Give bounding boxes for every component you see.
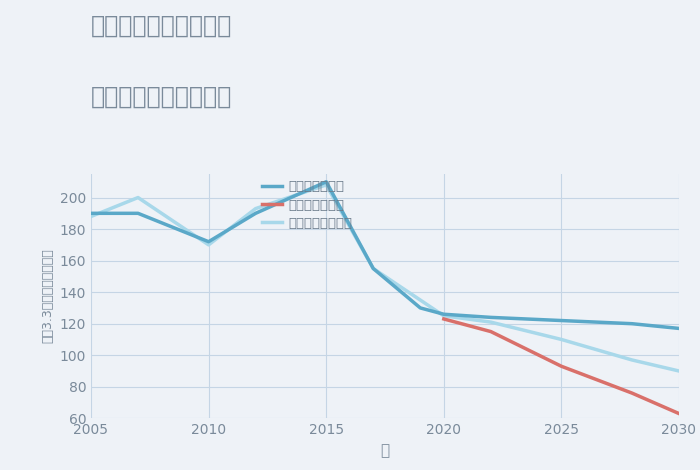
グッドシナリオ: [204, 239, 213, 244]
Line: ノーマルシナリオ: ノーマルシナリオ: [91, 185, 679, 371]
ノーマルシナリオ: [416, 297, 424, 303]
ノーマルシナリオ: [486, 319, 495, 325]
グッドシナリオ: [440, 312, 448, 317]
ノーマルシナリオ: [87, 214, 95, 219]
バッドシナリオ: [675, 411, 683, 416]
Text: 中古戸建ての価格推移: 中古戸建ての価格推移: [91, 85, 232, 109]
グッドシナリオ: [675, 326, 683, 331]
バッドシナリオ: [628, 390, 636, 396]
ノーマルシナリオ: [440, 313, 448, 319]
バッドシナリオ: [440, 316, 448, 322]
グッドシナリオ: [251, 211, 260, 216]
バッドシナリオ: [557, 363, 566, 369]
グッドシナリオ: [87, 211, 95, 216]
ノーマルシナリオ: [251, 206, 260, 212]
バッドシナリオ: [486, 329, 495, 334]
グッドシナリオ: [134, 211, 142, 216]
X-axis label: 年: 年: [380, 443, 390, 458]
ノーマルシナリオ: [204, 242, 213, 248]
グッドシナリオ: [628, 321, 636, 327]
ノーマルシナリオ: [557, 337, 566, 342]
Line: バッドシナリオ: バッドシナリオ: [444, 319, 679, 414]
ノーマルシナリオ: [675, 368, 683, 374]
ノーマルシナリオ: [134, 195, 142, 200]
グッドシナリオ: [322, 179, 330, 185]
ノーマルシナリオ: [628, 357, 636, 363]
グッドシナリオ: [486, 314, 495, 320]
ノーマルシナリオ: [369, 266, 377, 271]
Legend: グッドシナリオ, バッドシナリオ, ノーマルシナリオ: グッドシナリオ, バッドシナリオ, ノーマルシナリオ: [262, 180, 353, 230]
Text: 兵庫県西宮市上之町の: 兵庫県西宮市上之町の: [91, 14, 232, 38]
Line: グッドシナリオ: グッドシナリオ: [91, 182, 679, 329]
グッドシナリオ: [416, 305, 424, 311]
グッドシナリオ: [557, 318, 566, 323]
ノーマルシナリオ: [322, 182, 330, 188]
グッドシナリオ: [369, 266, 377, 271]
Y-axis label: 坪（3.3㎡）単価（万円）: 坪（3.3㎡）単価（万円）: [41, 249, 54, 344]
